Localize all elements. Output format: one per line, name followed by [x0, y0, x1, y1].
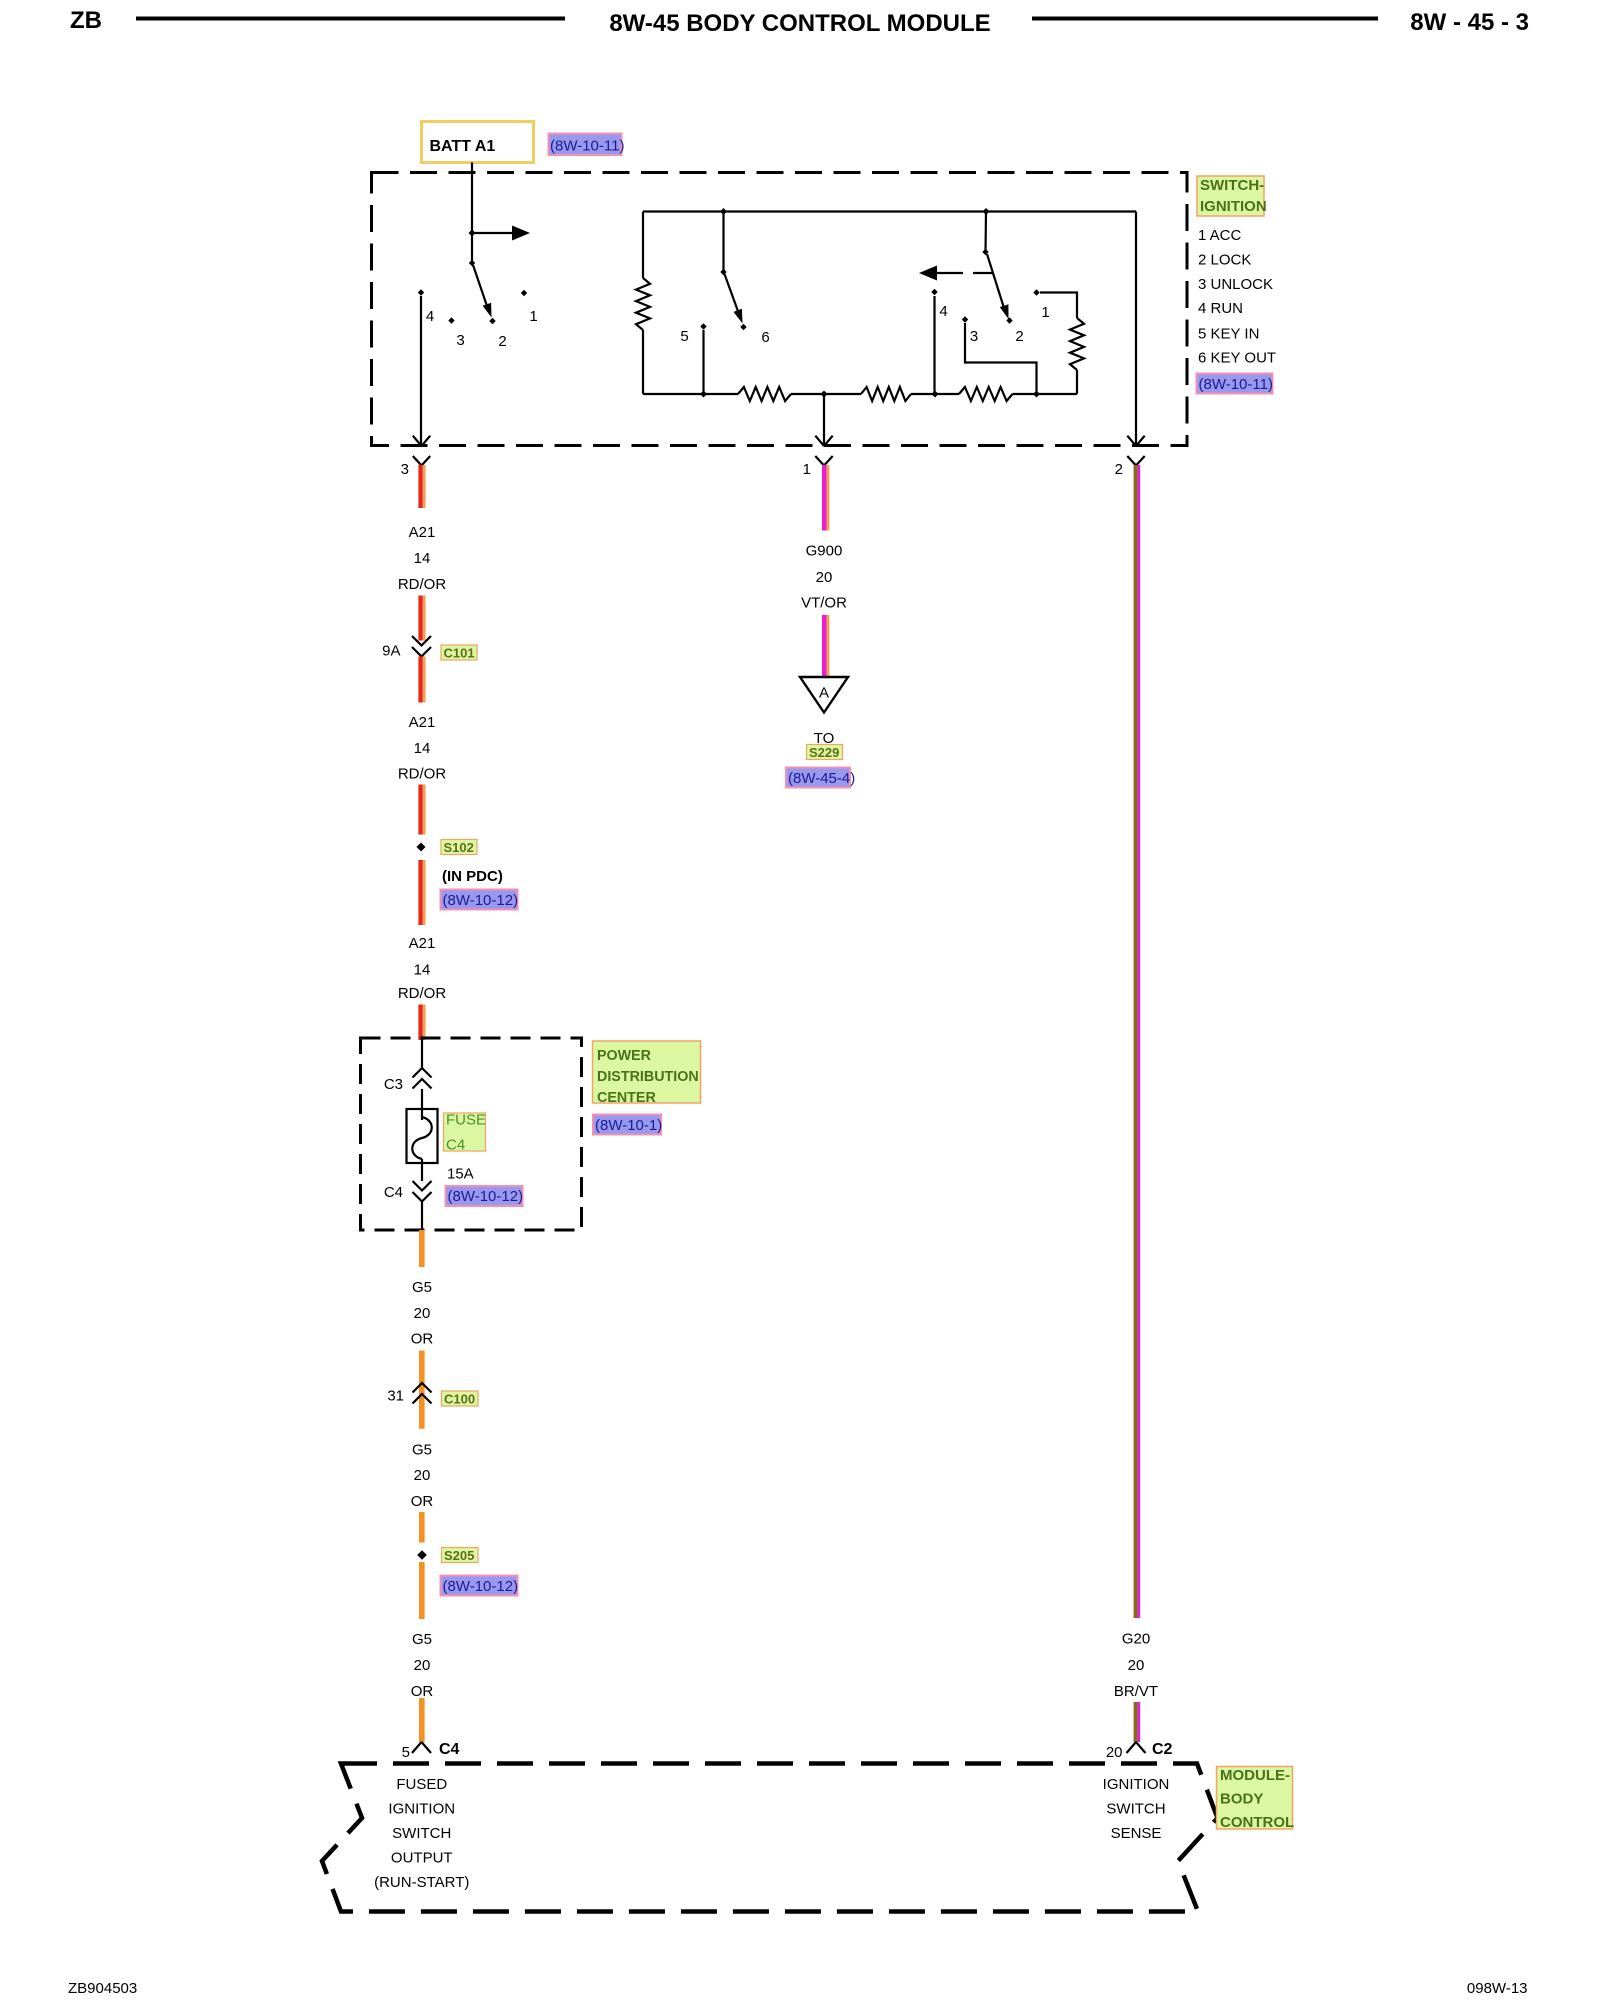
svg-text:20: 20 [414, 1305, 431, 1322]
svg-text:C100: C100 [444, 1392, 475, 1407]
svg-text:14: 14 [414, 550, 431, 567]
svg-text:G5: G5 [412, 1279, 432, 1296]
svg-text:C2: C2 [1152, 1741, 1173, 1758]
svg-text:FUSED: FUSED [396, 1776, 447, 1793]
svg-text:TO: TO [814, 730, 835, 747]
svg-text:4: 4 [939, 303, 947, 320]
svg-text:OR: OR [411, 1683, 434, 1700]
svg-text:SWITCH: SWITCH [392, 1825, 451, 1842]
svg-text:C4: C4 [384, 1184, 403, 1201]
svg-text:OR: OR [411, 1331, 434, 1348]
svg-text:(RUN-START): (RUN-START) [374, 1874, 469, 1891]
svg-text:FUSE: FUSE [446, 1112, 486, 1129]
svg-text:14: 14 [414, 962, 431, 979]
svg-text:A21: A21 [409, 524, 436, 541]
svg-text:RD/OR: RD/OR [398, 576, 447, 593]
svg-text:OR: OR [411, 1493, 434, 1510]
svg-text:2: 2 [1115, 461, 1123, 478]
svg-text:BODY: BODY [1220, 1791, 1263, 1808]
svg-text:(8W-10-12): (8W-10-12) [443, 892, 519, 909]
svg-text:5: 5 [680, 328, 688, 345]
svg-text:BATT A1: BATT A1 [430, 138, 496, 155]
svg-text:1 ACC: 1 ACC [1198, 227, 1242, 244]
svg-text:098W-13: 098W-13 [1467, 1980, 1528, 1997]
svg-text:(8W-45-4): (8W-45-4) [788, 770, 855, 787]
svg-text:8W - 45 - 3: 8W - 45 - 3 [1410, 9, 1529, 36]
svg-text:OUTPUT: OUTPUT [391, 1850, 453, 1867]
svg-text:CONTROL: CONTROL [1220, 1814, 1294, 1831]
svg-text:6 KEY OUT: 6 KEY OUT [1198, 350, 1276, 367]
svg-text:A21: A21 [409, 935, 436, 952]
svg-text:DISTRIBUTION: DISTRIBUTION [597, 1069, 699, 1085]
svg-text:9A: 9A [382, 643, 400, 660]
svg-text:S229: S229 [809, 745, 839, 760]
svg-text:15A: 15A [447, 1166, 474, 1183]
svg-text:20: 20 [414, 1657, 431, 1674]
svg-text:20: 20 [414, 1467, 431, 1484]
svg-text:31: 31 [387, 1388, 404, 1405]
svg-text:3: 3 [456, 332, 464, 349]
svg-text:S205: S205 [444, 1548, 474, 1563]
svg-text:G5: G5 [412, 1631, 432, 1648]
svg-text:(IN PDC): (IN PDC) [442, 868, 503, 885]
svg-text:RD/OR: RD/OR [398, 985, 447, 1002]
svg-text:G20: G20 [1122, 1631, 1150, 1648]
svg-text:3: 3 [970, 328, 978, 345]
svg-text:C101: C101 [444, 646, 475, 661]
svg-text:A: A [819, 685, 829, 702]
svg-text:VT/OR: VT/OR [801, 595, 847, 612]
svg-text:4: 4 [426, 308, 434, 325]
svg-text:(8W-10-1): (8W-10-1) [595, 1117, 662, 1134]
svg-text:8W-45 BODY CONTROL MODULE: 8W-45 BODY CONTROL MODULE [609, 10, 990, 37]
svg-text:CENTER: CENTER [597, 1090, 656, 1106]
svg-text:20: 20 [816, 569, 833, 586]
svg-text:20: 20 [1106, 1744, 1123, 1761]
svg-text:1: 1 [529, 308, 537, 325]
svg-text:2: 2 [1015, 328, 1023, 345]
svg-text:SENSE: SENSE [1111, 1825, 1162, 1842]
svg-text:6: 6 [761, 329, 769, 346]
svg-text:A21: A21 [409, 714, 436, 731]
svg-text:5 KEY IN: 5 KEY IN [1198, 326, 1259, 343]
svg-text:1: 1 [1041, 304, 1049, 321]
svg-text:IGNITION: IGNITION [1103, 1776, 1170, 1793]
svg-text:SWITCH: SWITCH [1106, 1801, 1165, 1818]
svg-text:(8W-10-11): (8W-10-11) [1199, 376, 1273, 393]
svg-text:4 RUN: 4 RUN [1198, 300, 1243, 317]
svg-text:3 UNLOCK: 3 UNLOCK [1198, 276, 1273, 293]
svg-text:1: 1 [803, 461, 811, 478]
svg-text:S102: S102 [444, 840, 474, 855]
svg-text:(8W-10-11): (8W-10-11) [550, 138, 624, 155]
svg-text:C4: C4 [446, 1137, 465, 1154]
svg-text:C4: C4 [439, 1741, 460, 1758]
svg-text:POWER: POWER [597, 1048, 652, 1064]
svg-text:3: 3 [401, 461, 409, 478]
svg-text:20: 20 [1128, 1657, 1145, 1674]
svg-text:5: 5 [402, 1744, 410, 1761]
svg-text:RD/OR: RD/OR [398, 766, 447, 783]
svg-text:ZB904503: ZB904503 [68, 1980, 137, 1997]
svg-text:G900: G900 [806, 543, 843, 560]
svg-text:2 LOCK: 2 LOCK [1198, 252, 1251, 269]
svg-text:SWITCH-: SWITCH- [1200, 177, 1264, 194]
svg-text:14: 14 [414, 740, 431, 757]
svg-text:BR/VT: BR/VT [1114, 1683, 1158, 1700]
svg-text:MODULE-: MODULE- [1220, 1767, 1290, 1784]
svg-text:G5: G5 [412, 1442, 432, 1459]
svg-text:(8W-10-12): (8W-10-12) [448, 1188, 524, 1205]
svg-text:IGNITION: IGNITION [1200, 198, 1267, 215]
svg-text:(8W-10-12): (8W-10-12) [443, 1578, 519, 1595]
svg-text:IGNITION: IGNITION [388, 1801, 455, 1818]
svg-text:2: 2 [498, 333, 506, 350]
svg-text:C3: C3 [384, 1076, 403, 1093]
svg-text:ZB: ZB [70, 7, 102, 34]
